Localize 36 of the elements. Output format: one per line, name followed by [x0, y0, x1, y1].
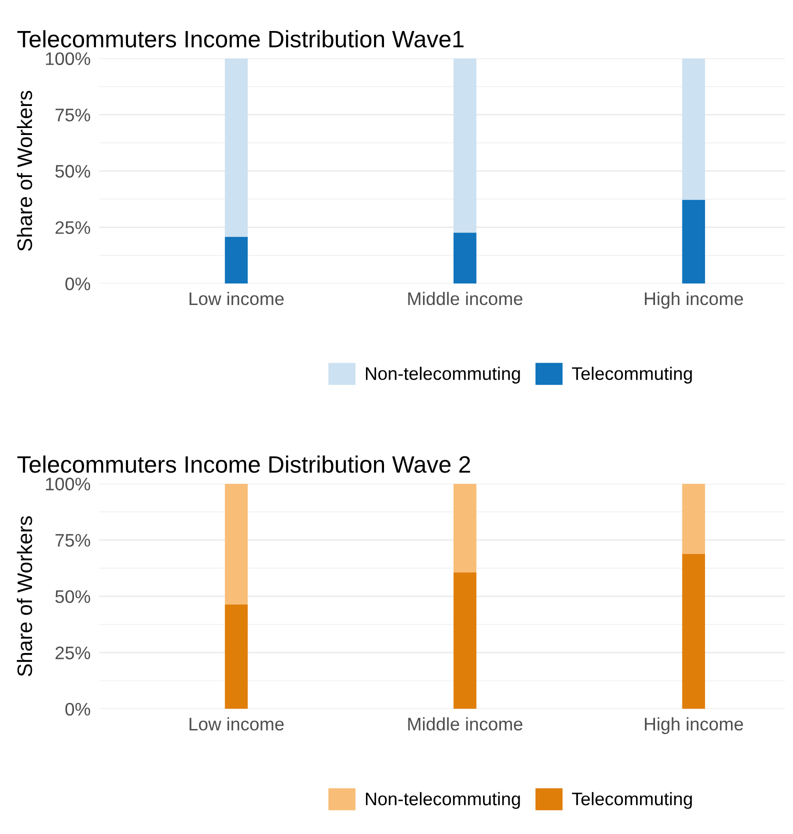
- chart-title: Telecommuters Income Distribution Wave 2: [17, 456, 470, 473]
- bar: [682, 554, 706, 709]
- x-tick-label: Middle income: [408, 717, 522, 730]
- x-tick-label: High income: [644, 717, 743, 734]
- x-tick-label: Middle income: [408, 292, 522, 306]
- legend-label: Telecommuting: [572, 792, 692, 809]
- bar: [454, 484, 476, 572]
- bar: [454, 572, 476, 709]
- bar: [682, 484, 706, 554]
- bar: [224, 484, 248, 604]
- bar: [682, 200, 706, 284]
- legend-label: Telecommuting: [572, 366, 692, 384]
- x-tick-label: High income: [644, 292, 743, 309]
- y-axis-title: Share of Workers: [16, 516, 32, 676]
- chart-title: Telecommuters Income Distribution Wave1: [17, 30, 464, 48]
- bar: [454, 58, 476, 233]
- bar: [682, 58, 706, 200]
- bar: [224, 236, 248, 284]
- legend-label: Non-telecommuting: [366, 792, 520, 809]
- x-tick-label: Low income: [190, 717, 284, 730]
- x-tick-label: Low income: [190, 292, 284, 306]
- y-tick-label: 25%: [56, 646, 90, 660]
- legend-label: Non-telecommuting: [366, 366, 520, 384]
- y-tick-label: 0%: [65, 277, 90, 290]
- y-tick-label: 50%: [55, 590, 90, 604]
- y-axis-title: Share of Workers: [16, 90, 32, 251]
- y-tick-label: 50%: [55, 164, 90, 178]
- y-tick-label: 0%: [65, 702, 90, 716]
- bar: [454, 232, 476, 284]
- bar: [224, 58, 248, 237]
- y-tick-label: 100%: [46, 478, 90, 490]
- y-tick-label: 100%: [46, 52, 90, 66]
- y-tick-label: 25%: [56, 221, 90, 234]
- y-tick-label: 75%: [56, 108, 90, 122]
- bar: [224, 604, 248, 709]
- y-tick-label: 75%: [56, 534, 90, 547]
